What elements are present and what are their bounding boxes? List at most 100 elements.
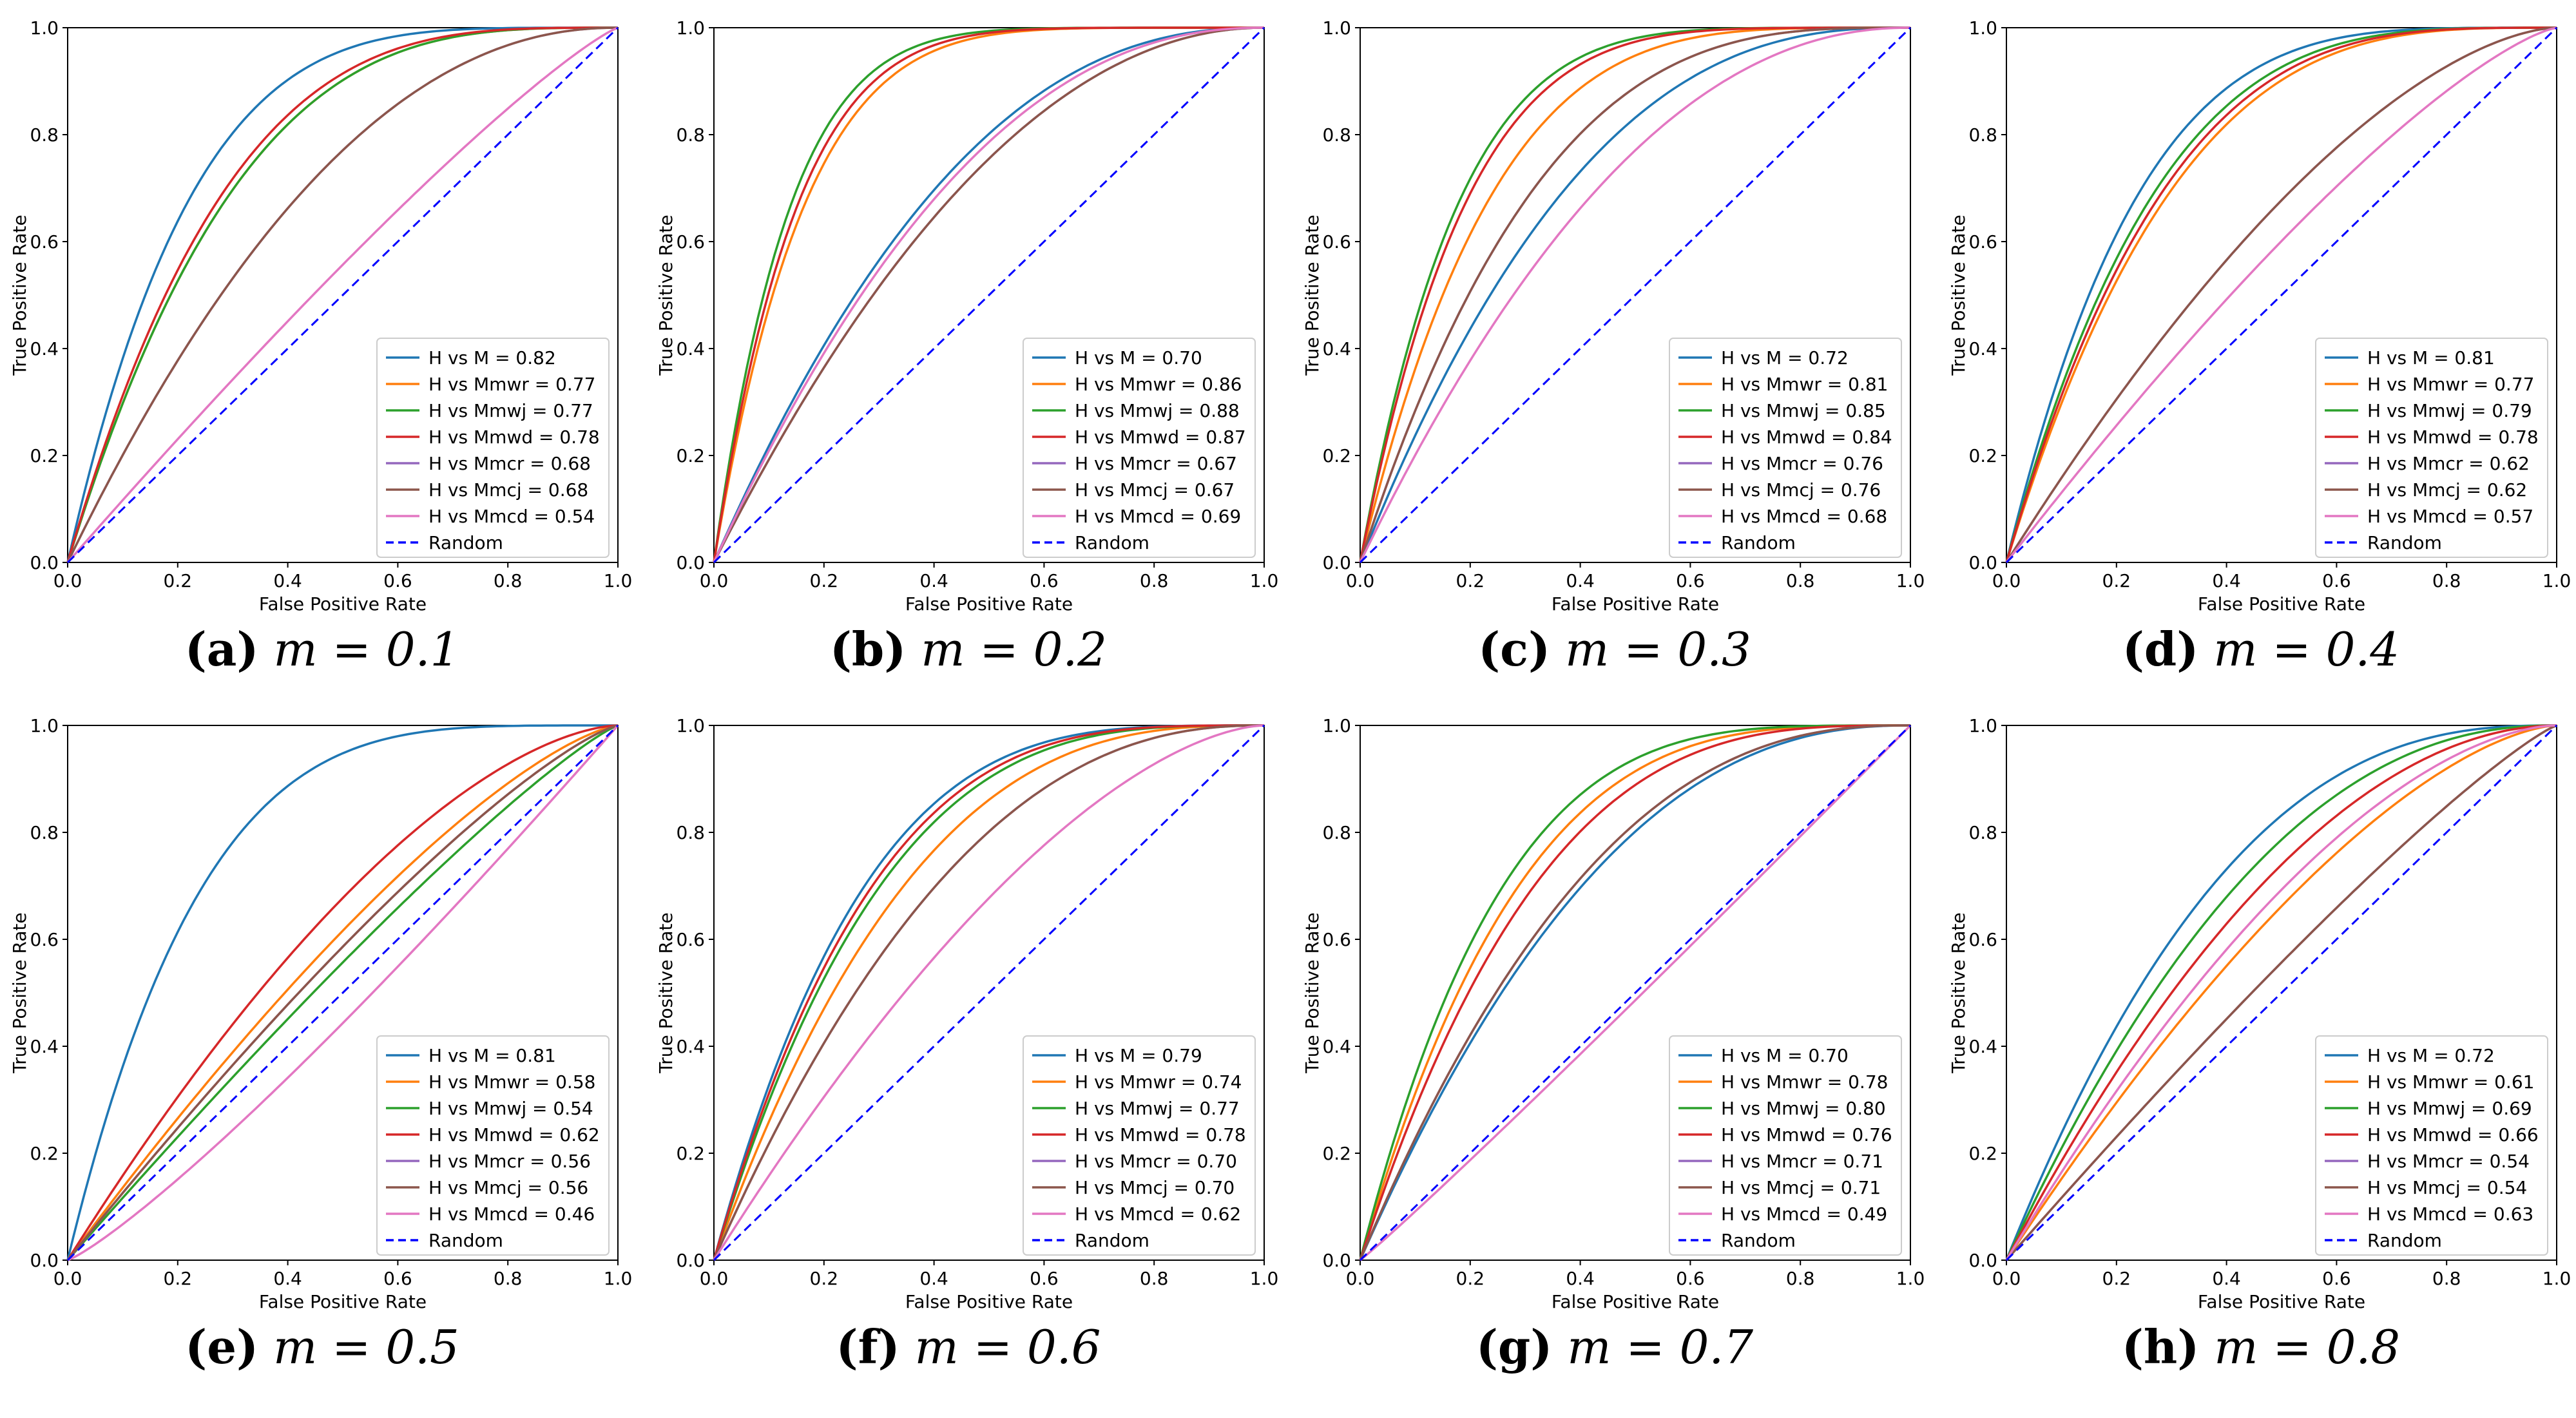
caption-value: m = 0.3: [1564, 622, 1751, 676]
plot-frame: [713, 725, 1265, 1261]
legend-label: H vs Mmcj = 0.71: [1721, 1177, 1881, 1198]
legend-label: H vs M = 0.72: [1721, 347, 1849, 369]
y-tick-label: 0.8: [676, 124, 705, 146]
y-tick-label: 1.0: [676, 17, 705, 39]
roc-curve-mmcd: [713, 724, 1265, 1261]
x-tick-label: 0.2: [2102, 570, 2131, 591]
panel-caption: (b) m = 0.2: [646, 622, 1291, 676]
y-tick-label: 0.6: [1968, 929, 1997, 950]
random-line: [1359, 26, 1912, 564]
y-tick-label: 0.2: [1968, 1143, 1997, 1164]
legend-label: H vs Mmcr = 0.76: [1721, 453, 1883, 474]
random-line: [66, 26, 619, 564]
legend-label: H vs Mmwd = 0.87: [1075, 426, 1246, 448]
x-tick-label: 0.0: [53, 570, 82, 591]
x-tick-label: 0.4: [273, 570, 302, 591]
y-axis-label: True Positive Rate: [1302, 215, 1323, 376]
legend-label: Random: [2367, 1230, 2442, 1251]
roc-curve-mmwd: [2005, 26, 2557, 563]
x-tick-label: 0.2: [164, 570, 193, 591]
legend: H vs M = 0.81 H vs Mmwr = 0.58 H vs Mmwj =…: [376, 1035, 610, 1256]
legend-label: H vs M = 0.70: [1721, 1045, 1849, 1066]
y-tick-label: 1.0: [1322, 715, 1351, 736]
legend: H vs M = 0.79 H vs Mmwr = 0.74 H vs Mmwj =…: [1023, 1035, 1256, 1256]
y-tick-label: 0.6: [1968, 231, 1997, 253]
roc-panel-h: 0.0 0.0 0.2 0.2 0.4 0.4 0.6 0.6 0.8 0.8 1.0 1.0 Fals…: [1939, 698, 2576, 1397]
legend-label: H vs Mmwr = 0.81: [1721, 374, 1888, 395]
y-tick-label: 0.4: [1322, 1036, 1351, 1057]
roc-curve-mmcj: [713, 724, 1264, 1261]
roc-curve-mmwd: [66, 724, 619, 1261]
legend-label: Random: [1721, 1230, 1796, 1251]
roc-plot-svg: 0.00.0 0.2 0.2 0.4 0.4 0.6 0.6 0.8 0.8 1.0 1.0 Fals…: [1948, 17, 2571, 615]
roc-curve-mmwj: [66, 724, 619, 1261]
legend-label: H vs Mmcj = 0.70: [1075, 1177, 1235, 1198]
legend-label: H vs Mmcj = 0.68: [428, 479, 588, 501]
caption-letter: (b): [829, 622, 907, 676]
caption-letter: (d): [2122, 622, 2199, 676]
x-tick-label: 1.0: [1250, 1268, 1279, 1289]
x-tick-label: 0.8: [1140, 570, 1169, 591]
caption-letter: (f): [836, 1319, 900, 1374]
x-tick-label: 0.6: [2322, 570, 2351, 591]
roc-curve-mmwd: [66, 26, 618, 563]
legend-label: H vs Mmwj = 0.88: [1075, 400, 1240, 421]
y-tick-label: 0.4: [676, 1036, 705, 1057]
plot-frame: [1360, 725, 1911, 1261]
x-tick-label: 0.2: [1456, 570, 1485, 591]
roc-curve-mmcj: [713, 26, 1265, 563]
legend-label: H vs M = 0.82: [428, 347, 556, 369]
legend-box: [376, 1035, 610, 1256]
legend-label: H vs Mmwd = 0.62: [428, 1124, 600, 1145]
roc-curve-mmwd: [1359, 26, 1910, 563]
y-axis-label: True Positive Rate: [1948, 912, 1969, 1073]
x-tick-label: 0.8: [2432, 1268, 2461, 1289]
y-tick-label: 1.0: [30, 715, 59, 736]
roc-plot-svg: 0.00.0 0.2 0.2 0.4 0.4 0.6 0.6 0.8 0.8 1.0 1.0 Fals…: [1302, 17, 1925, 615]
legend-label: H vs Mmwd = 0.76: [1721, 1124, 1892, 1145]
y-axis-label: True Positive Rate: [655, 215, 677, 376]
caption-letter: (g): [1475, 1319, 1553, 1374]
x-tick-label: 0.0: [700, 570, 729, 591]
x-tick-label: 0.6: [2322, 1268, 2351, 1289]
roc-curve-mmcj: [66, 724, 619, 1261]
legend-label: H vs Mmcd = 0.54: [428, 506, 595, 527]
legend-label: H vs Mmwr = 0.58: [428, 1071, 595, 1093]
y-tick-label: 0.8: [1322, 124, 1351, 146]
roc-plot-svg: 0.00.0 0.2 0.2 0.4 0.4 0.6 0.6 0.8 0.8 1.0 1.0 Fals…: [9, 17, 632, 615]
legend-label: H vs Mmwd = 0.78: [428, 426, 600, 448]
roc-panel-d: 0.0 0.0 0.2 0.2 0.4 0.4 0.6 0.6 0.8 0.8 1.0 1.0 Fals…: [1939, 0, 2576, 699]
roc-curve-mmcj: [1359, 26, 1910, 563]
legend: H vs M = 0.70 H vs Mmwr = 0.86 H vs Mmwj =…: [1023, 338, 1256, 558]
x-tick-label: 1.0: [1250, 570, 1279, 591]
roc-curve-mmwr: [66, 724, 619, 1261]
x-tick-label: 0.6: [383, 1268, 412, 1289]
roc-curve-mmcd: [66, 26, 619, 564]
roc-curve-m: [66, 724, 618, 1261]
roc-plot-svg: 0.00.0 0.2 0.2 0.4 0.4 0.6 0.6 0.8 0.8 1.0 1.0 Fals…: [1948, 715, 2571, 1312]
roc-curve-mmcj: [2005, 724, 2557, 1261]
caption-letter: (c): [1478, 622, 1551, 676]
legend-box: [376, 338, 610, 558]
roc-curve-mmwr: [2005, 724, 2557, 1261]
x-tick-label: 0.0: [1992, 1268, 2021, 1289]
legend-label: H vs Mmcr = 0.68: [428, 453, 591, 474]
legend-label: H vs Mmwr = 0.78: [1721, 1071, 1888, 1093]
x-tick-label: 0.8: [1140, 1268, 1169, 1289]
y-axis-label: True Positive Rate: [9, 912, 30, 1073]
roc-panel-c: 0.0 0.0 0.2 0.2 0.4 0.4 0.6 0.6 0.8 0.8 1.0 1.0 Fals…: [1293, 0, 1937, 699]
legend: H vs M = 0.72 H vs Mmwr = 0.81 H vs Mmwj =…: [1669, 338, 1902, 558]
plot-frame: [2006, 27, 2557, 563]
y-tick-label: 1.0: [1968, 715, 1997, 736]
y-tick-label: 0.4: [1968, 1036, 1997, 1057]
roc-curve-mmcj: [66, 26, 618, 563]
x-tick-label: 0.8: [494, 570, 523, 591]
legend-label: Random: [1075, 1230, 1149, 1251]
roc-panel-g: 0.0 0.0 0.2 0.2 0.4 0.4 0.6 0.6 0.8 0.8 1.0 1.0 Fals…: [1293, 698, 1937, 1397]
legend-label: H vs Mmwr = 0.86: [1075, 374, 1242, 395]
legend-label: Random: [2367, 532, 2442, 553]
legend-label: Random: [1075, 532, 1149, 553]
y-axis-label: True Positive Rate: [1948, 215, 1969, 376]
legend-label: H vs M = 0.70: [1075, 347, 1202, 369]
panel-caption: (d) m = 0.4: [1939, 622, 2576, 676]
